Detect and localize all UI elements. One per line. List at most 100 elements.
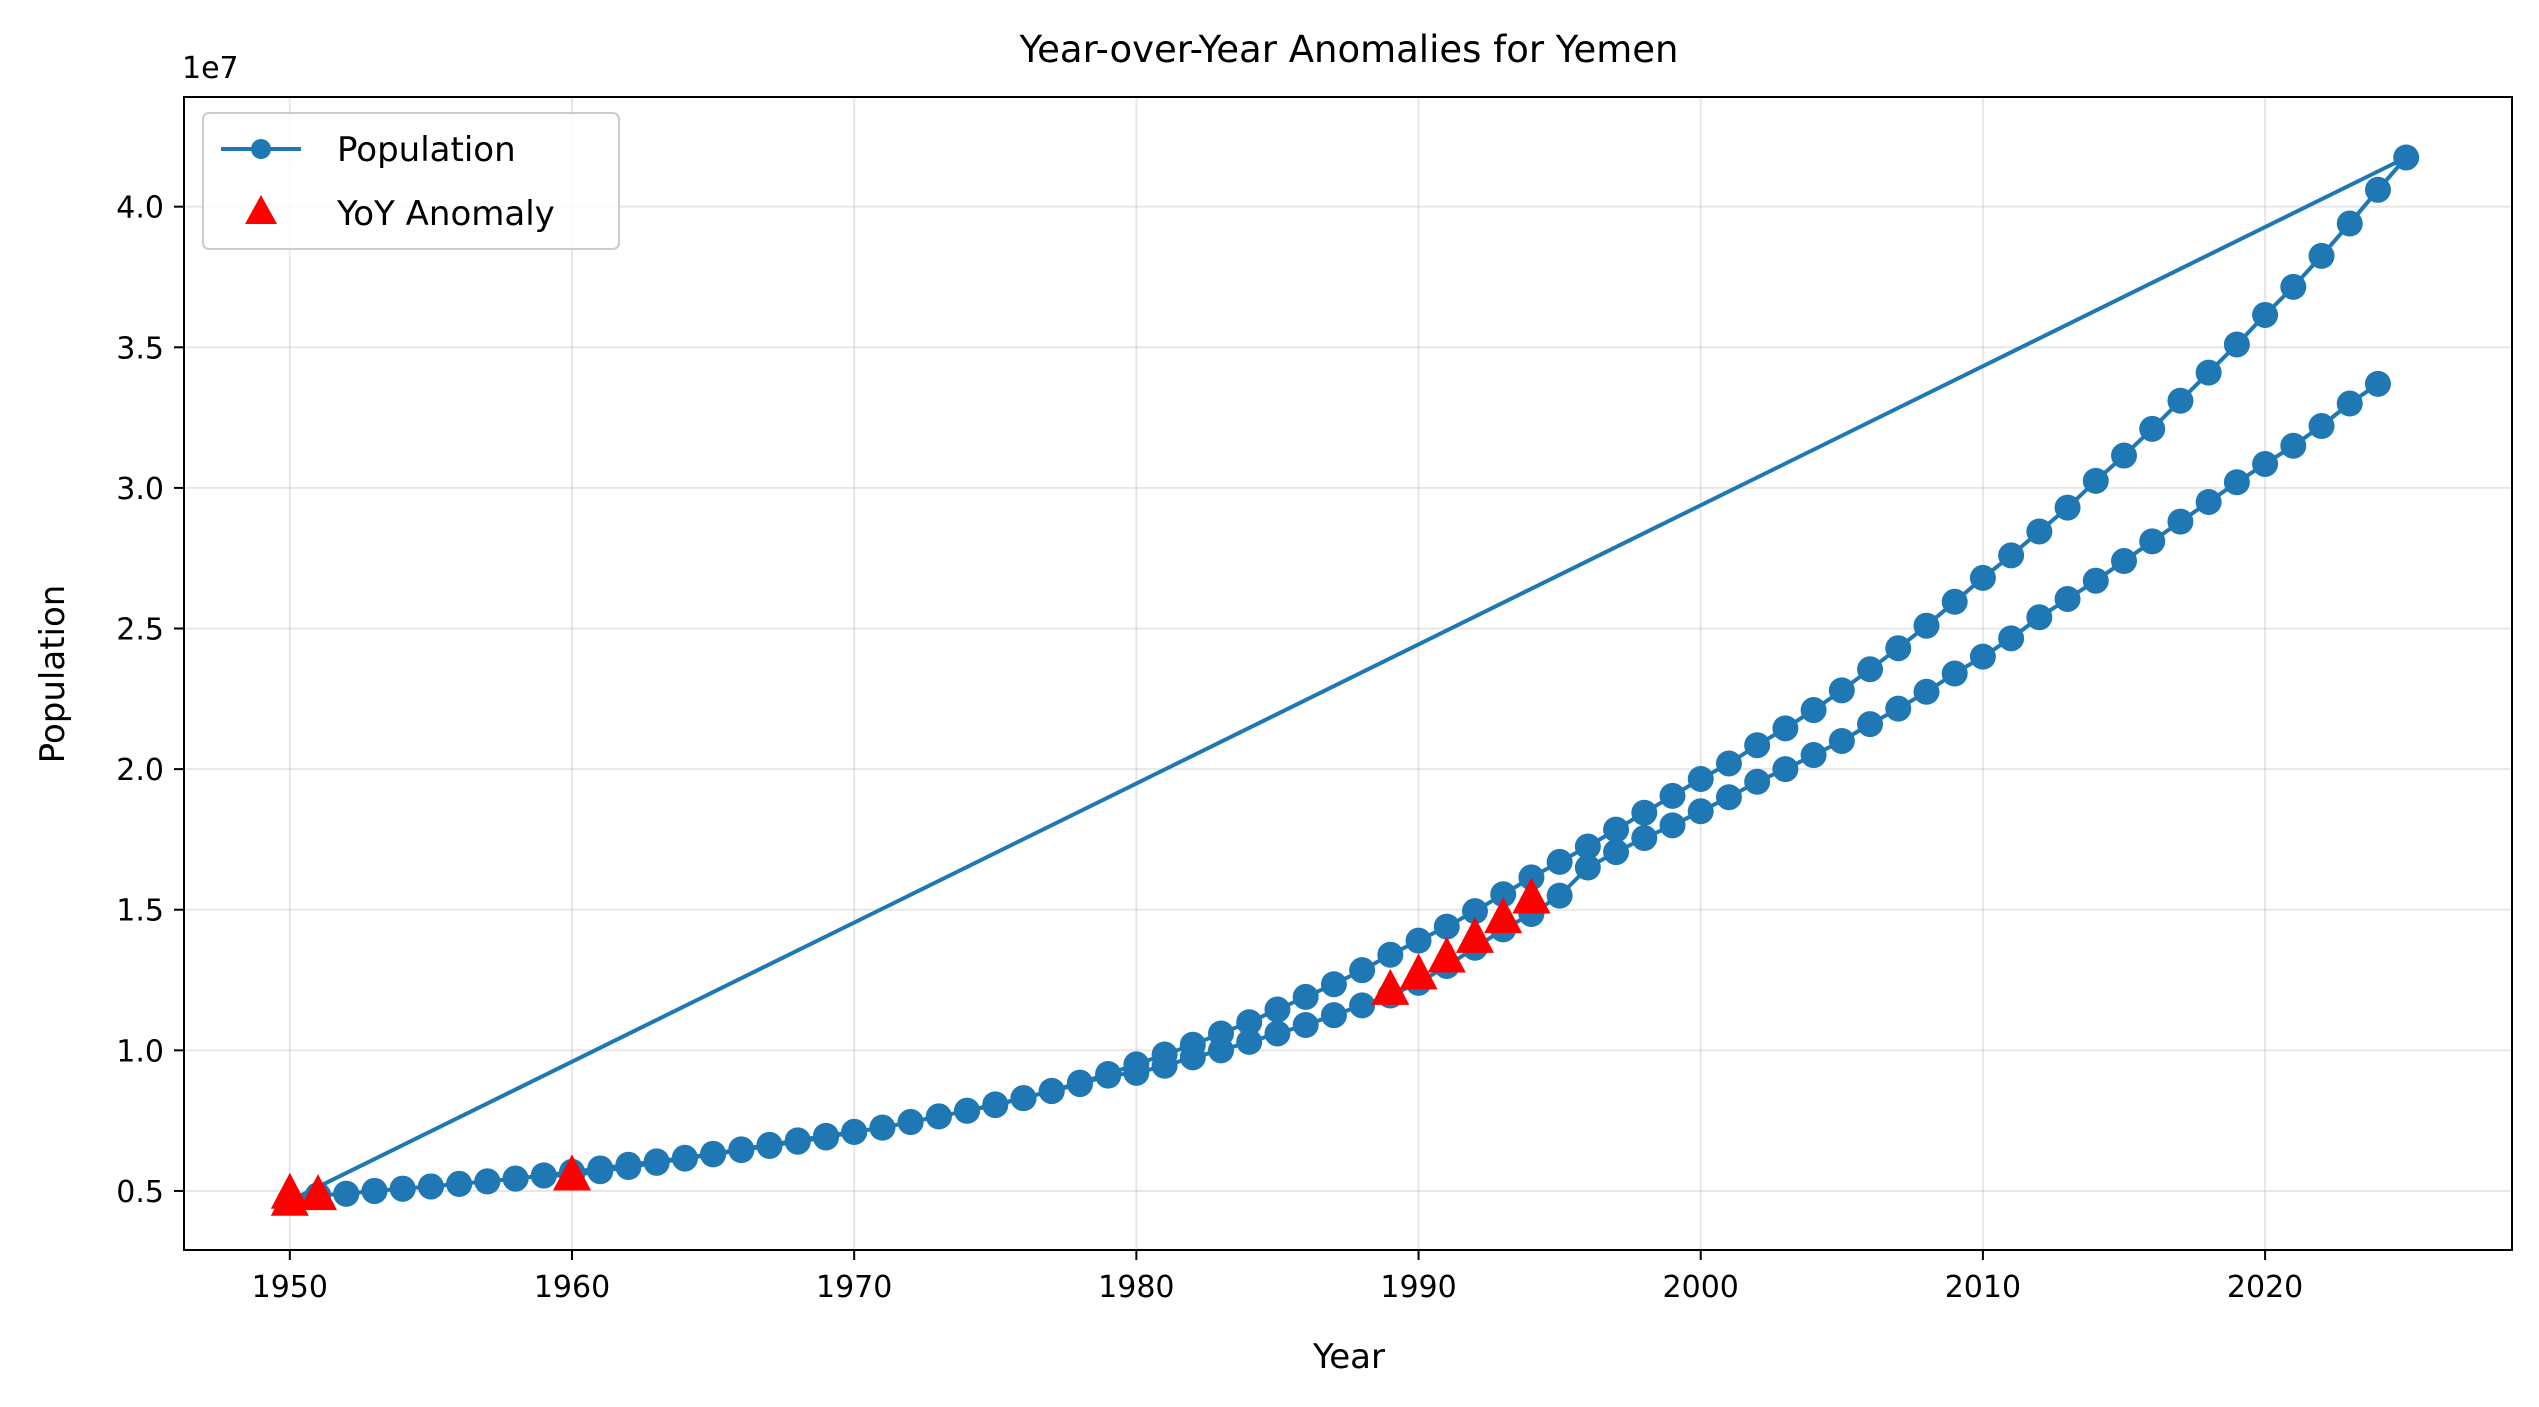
population-point [2054,494,2081,521]
population-point [671,1145,698,1172]
population-point [1349,957,1376,984]
population-point [530,1162,557,1189]
population-point [1208,1037,1235,1064]
population-point [1461,898,1488,925]
population-point [2223,331,2250,358]
x-tick-label: 1990 [1380,1270,1456,1305]
population-point [1010,1085,1037,1112]
population-point [1292,983,1319,1010]
population-point [2082,467,2109,494]
population-point [2026,518,2053,545]
y-tick-label: 1.0 [116,1034,164,1069]
x-tick-label: 2010 [1945,1270,2021,1305]
anomaly-point [1484,897,1523,934]
population-point [2336,210,2363,237]
population-point [1772,756,1799,783]
legend-label-anomaly: YoY Anomaly [336,194,555,234]
anomaly-markers [270,877,1551,1216]
population-point [2026,604,2053,631]
population-point [1941,660,1968,687]
y-offset-label: 1e7 [182,51,239,86]
y-tick-label: 3.0 [116,472,164,507]
population-point [1828,727,1855,754]
population-point [1659,782,1686,809]
population-point [1885,635,1912,662]
population-point [1913,612,1940,639]
population-point [1518,864,1545,891]
population-point [1772,715,1799,742]
population-point [2308,242,2335,269]
population-point [1320,971,1347,998]
population-point [1715,784,1742,811]
legend: Population YoY Anomaly [202,112,620,250]
population-point [2054,585,2081,612]
anomaly-point [1399,953,1438,990]
population-point [417,1173,444,1200]
population-point [1264,996,1291,1023]
anomaly-point [1512,877,1551,914]
y-axis-ticks: 0.5 1.0 1.5 2.0 2.5 3.0 3.5 4.0 [116,191,184,1210]
population-point [2195,359,2222,386]
population-point [1349,992,1376,1019]
x-tick-label: 1950 [252,1270,328,1305]
population-point [1490,881,1517,908]
population-point [2280,273,2307,300]
population-point [1828,677,1855,704]
x-tick-label: 1960 [534,1270,610,1305]
population-point [2252,301,2279,328]
population-point [2139,528,2166,555]
anomaly-point [553,1154,591,1191]
population-point [700,1141,727,1168]
population-point [361,1177,388,1204]
population-point [1603,816,1630,843]
legend-triangle-swatch [245,195,277,224]
population-point [728,1137,755,1164]
population-point [1546,882,1573,909]
population-point [841,1118,868,1145]
y-tick-label: 2.5 [116,613,164,648]
population-point [1687,765,1714,792]
x-axis-label: Year [1312,1337,1385,1377]
population-point [1998,542,2025,569]
population-point [1264,1020,1291,1047]
y-tick-label: 3.5 [116,331,164,366]
population-point [1800,742,1827,769]
population-point [756,1132,783,1159]
population-point [1574,833,1601,860]
population-point [1574,854,1601,881]
x-tick-label: 2020 [2227,1270,2303,1305]
x-tick-label: 2000 [1663,1270,1739,1305]
population-point [2280,432,2307,459]
anomaly-point [299,1174,338,1211]
chart-title: Year-over-Year Anomalies for Yemen [1018,28,1678,71]
population-point [869,1114,896,1141]
grid [184,97,2512,1250]
population-point [1377,941,1404,968]
population-point [2223,469,2250,496]
anomaly-point [270,1179,309,1216]
anomaly-point [1427,936,1466,973]
population-point [1857,656,1884,683]
population-point [1095,1062,1122,1089]
population-point [2139,415,2166,442]
plot-frame [183,96,2513,1251]
population-point [2111,548,2137,575]
population-point [2308,413,2335,440]
population-point [2364,370,2391,397]
population-point [1969,643,1996,670]
population-point [2364,176,2391,203]
population-point [389,1175,416,1202]
anomaly-point [1455,916,1494,953]
x-axis-ticks: 1950 1960 1970 1980 1990 2000 2010 2020 [252,1250,2303,1305]
population-point [2167,387,2194,414]
population-point [812,1124,839,1151]
population-point [925,1103,952,1130]
population-point [643,1149,670,1176]
population-point [474,1168,501,1195]
y-tick-label: 2.0 [116,753,164,788]
population-point [1546,848,1573,875]
population-point [2252,450,2279,477]
population-point [1179,1044,1206,1071]
y-tick-label: 1.5 [116,894,164,929]
population-point [1631,825,1658,852]
